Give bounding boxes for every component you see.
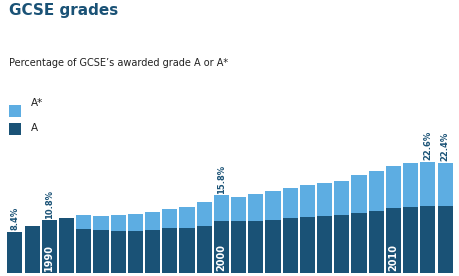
Bar [7,232,22,273]
Bar [351,213,366,273]
Bar [316,183,331,216]
Bar [42,220,57,273]
Bar [368,211,383,273]
Bar [196,226,211,273]
Bar [299,217,314,273]
Bar [265,191,280,219]
Bar [299,185,314,217]
Bar [265,219,280,273]
Bar [179,229,194,273]
Bar [437,163,452,206]
Bar [230,197,246,221]
Text: GCSE grades: GCSE grades [9,3,118,18]
Bar [351,175,366,213]
Bar [93,230,108,273]
Bar [110,231,125,273]
Bar [230,221,246,273]
Bar [368,171,383,211]
Bar [196,202,211,226]
Bar [59,218,74,273]
Bar [145,230,160,273]
Bar [420,162,435,206]
Bar [213,221,229,273]
Text: 1990: 1990 [44,244,54,271]
Bar [282,188,297,218]
Bar [316,216,331,273]
Bar [334,181,349,215]
Bar [145,212,160,230]
Bar [24,226,39,273]
Bar [93,216,108,230]
Text: 2000: 2000 [216,244,226,271]
Text: 10.8%: 10.8% [45,190,54,219]
Bar [76,215,91,229]
Bar [282,218,297,273]
Bar [76,229,91,273]
Bar [420,206,435,273]
Bar [248,221,263,273]
Text: Percentage of GCSE’s awarded grade A or A*: Percentage of GCSE’s awarded grade A or … [9,58,228,68]
Text: 22.4%: 22.4% [440,132,448,161]
Text: A: A [31,123,38,133]
Bar [402,163,417,207]
Text: A*: A* [31,99,44,108]
Bar [248,194,263,221]
Text: 22.6%: 22.6% [422,131,431,160]
Bar [128,214,143,231]
Bar [162,209,177,229]
Bar [385,208,400,273]
Text: 15.8%: 15.8% [217,165,225,194]
Bar [110,215,125,231]
Text: 8.4%: 8.4% [11,207,19,230]
Bar [128,231,143,273]
Bar [334,215,349,273]
Bar [213,195,229,221]
Bar [437,206,452,273]
Text: 2010: 2010 [387,244,397,271]
Bar [179,207,194,229]
Bar [385,166,400,208]
Bar [162,229,177,273]
Bar [402,207,417,273]
